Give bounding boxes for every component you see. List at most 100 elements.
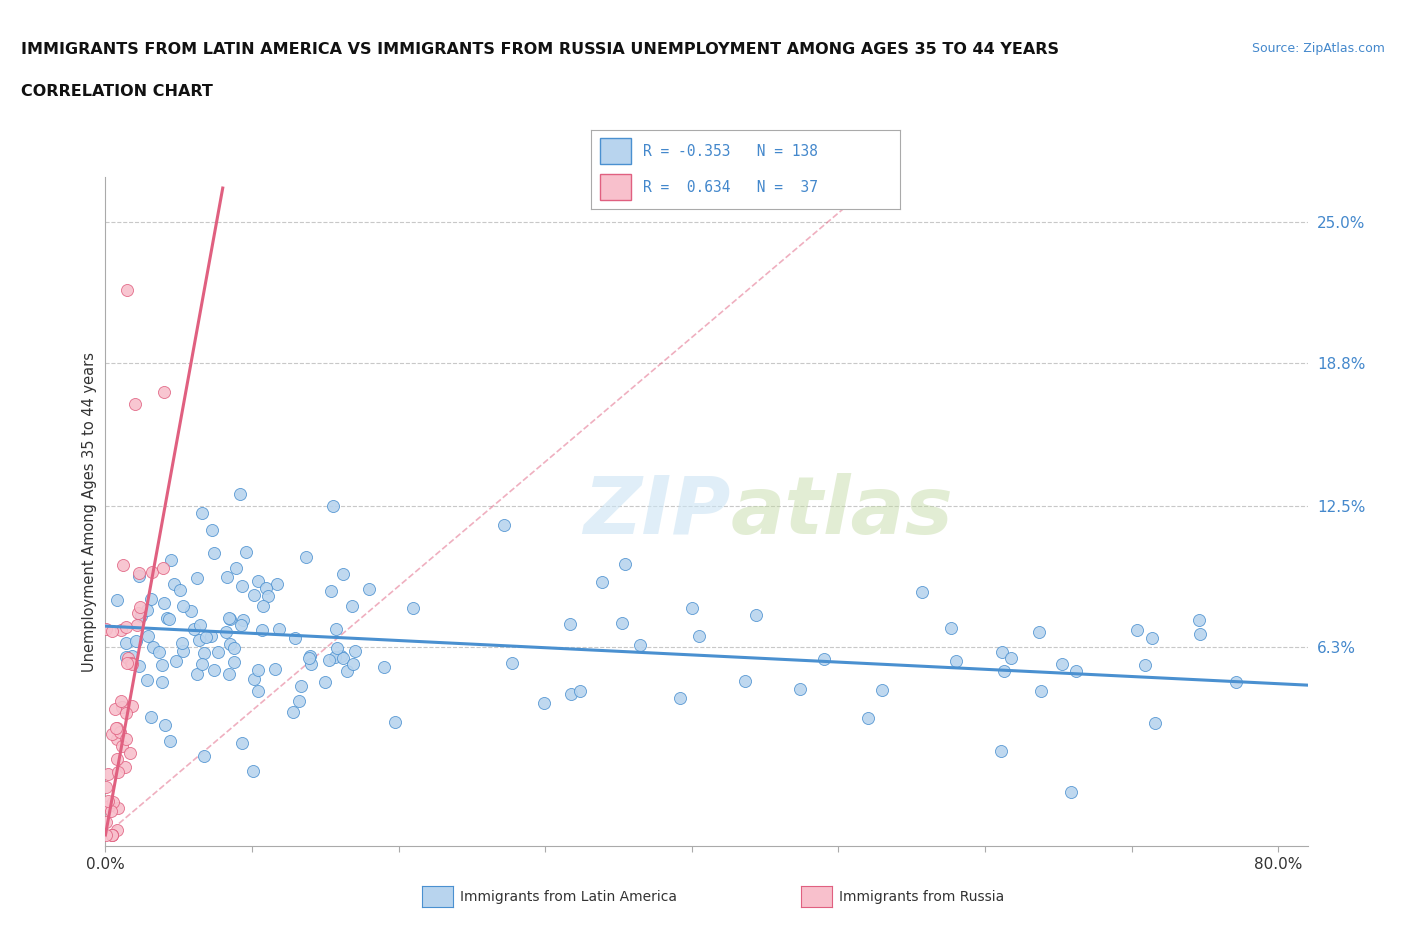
Point [153,717,176,732]
Point [266,577,288,591]
Point [325,641,347,656]
Point [128,566,150,581]
Point [215,570,238,585]
Point [290,679,312,694]
Point [115,650,138,665]
Point [111,558,134,573]
Point [114,635,136,650]
Point [101,794,124,809]
Point [165,654,187,669]
Point [96,828,118,843]
Point [148,644,170,659]
Point [105,721,128,736]
Point [225,561,247,576]
Point [101,726,124,741]
Point [163,577,186,591]
Point [250,622,273,637]
Point [332,566,354,581]
Point [202,662,225,677]
Point [299,657,322,671]
Point [789,682,811,697]
Point [104,721,127,736]
Point [267,621,290,636]
Point [157,612,180,627]
Point [128,569,150,584]
Point [342,657,364,671]
Point [252,598,274,613]
Point [990,743,1012,758]
Point [294,550,316,565]
Point [110,693,132,708]
Point [243,671,266,686]
Point [141,591,163,606]
Point [560,617,582,631]
Point [533,696,555,711]
Point [186,667,208,682]
Text: Immigrants from Russia: Immigrants from Russia [839,889,1005,904]
Point [135,672,157,687]
Point [169,583,191,598]
Point [229,618,252,632]
Point [668,690,690,705]
Point [1143,716,1166,731]
Point [114,619,136,634]
Point [170,635,193,650]
Point [330,648,353,663]
Text: R =  0.634   N =  37: R = 0.634 N = 37 [643,179,818,194]
Point [1000,651,1022,666]
Point [1028,625,1050,640]
Point [215,625,238,640]
Point [204,545,226,560]
Point [340,599,363,614]
Point [243,588,266,603]
Point [200,629,222,644]
Point [115,705,138,720]
Point [242,764,264,778]
Point [322,498,344,513]
Point [501,656,523,671]
FancyBboxPatch shape [600,139,631,165]
Point [991,644,1014,659]
Point [101,828,124,843]
Point [229,487,252,502]
Point [191,657,214,671]
Point [911,585,934,600]
Point [150,674,173,689]
Point [610,616,633,631]
Point [107,801,129,816]
Point [105,823,128,838]
Point [218,611,240,626]
Point [1188,627,1211,642]
Point [246,684,269,698]
Point [319,583,342,598]
Point [118,745,141,760]
Text: Immigrants from Latin America: Immigrants from Latin America [460,889,676,904]
Point [318,653,340,668]
Point [150,658,173,672]
Point [357,582,380,597]
Point [98,799,121,814]
Point [121,657,143,671]
Point [231,736,253,751]
Text: CORRELATION CHART: CORRELATION CHART [21,84,212,99]
Point [560,686,582,701]
Point [107,592,129,607]
Point [1064,663,1087,678]
Point [1031,684,1053,698]
Point [188,618,211,632]
Point [373,659,395,674]
Text: ZIP: ZIP [583,472,731,551]
Point [117,283,139,298]
Point [246,574,269,589]
Point [156,611,179,626]
Point [121,648,143,663]
Point [207,644,229,659]
Text: IMMIGRANTS FROM LATIN AMERICA VS IMMIGRANTS FROM RUSSIA UNEMPLOYMENT AMONG AGES : IMMIGRANTS FROM LATIN AMERICA VS IMMIGRA… [21,42,1059,57]
Point [101,828,124,843]
Point [107,764,129,779]
Point [734,673,756,688]
Point [97,766,120,781]
Point [101,828,124,843]
Point [101,624,124,639]
Point [325,622,347,637]
